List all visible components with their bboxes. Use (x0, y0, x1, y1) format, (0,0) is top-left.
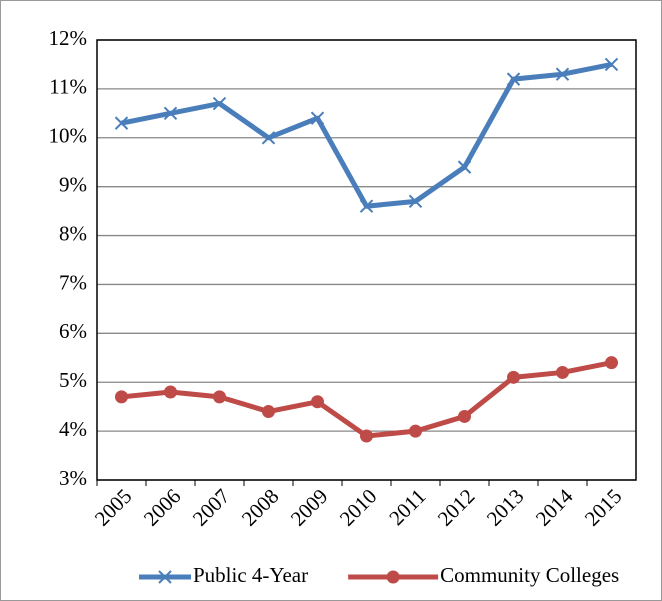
point (408, 194, 423, 209)
legend-marker (386, 570, 400, 584)
y-tick-label: 10% (49, 124, 88, 148)
y-tick-label: 4% (59, 417, 87, 441)
point (163, 106, 178, 121)
point (311, 395, 324, 409)
point (359, 199, 374, 213)
point (212, 96, 227, 111)
y-tick-label: 9% (59, 172, 87, 196)
point (605, 356, 618, 370)
point (555, 67, 570, 81)
point (262, 405, 275, 419)
point (261, 131, 276, 145)
point (458, 409, 471, 423)
point (213, 390, 226, 404)
y-tick-label: 3% (59, 466, 87, 490)
point (409, 424, 422, 438)
point (114, 116, 129, 130)
y-tick-label: 11% (49, 75, 87, 99)
point (506, 72, 521, 86)
point (604, 57, 619, 72)
y-tick-label: 6% (59, 319, 87, 343)
point (556, 365, 569, 379)
point (360, 429, 373, 443)
legend-label: Public 4-Year (193, 563, 308, 587)
legend-label: Community Colleges (440, 563, 619, 587)
point (310, 111, 325, 125)
point (507, 370, 520, 384)
point (115, 390, 128, 404)
point (164, 385, 177, 399)
y-tick-label: 5% (59, 368, 87, 392)
y-tick-label: 7% (59, 270, 87, 294)
y-tick-label: 8% (59, 221, 87, 245)
legend-marker (158, 570, 172, 584)
y-tick-label: 12% (49, 26, 88, 50)
point (457, 160, 472, 174)
plot-frame (96, 39, 637, 481)
